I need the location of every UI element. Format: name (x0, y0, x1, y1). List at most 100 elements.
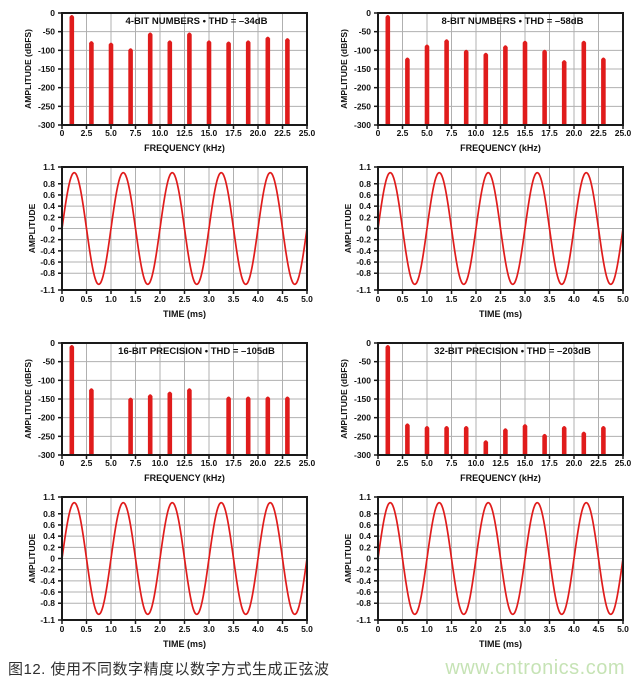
svg-text:-1.1: -1.1 (356, 285, 371, 295)
svg-text:12.5: 12.5 (492, 128, 509, 138)
svg-text:-0.6: -0.6 (356, 257, 371, 267)
chart-sine-16bit: 0 0.5 1.0 1.5 2.0 2.5 3.0 3.5 4.0 4.5 5.0 1.1 0.80.6… (27, 492, 313, 649)
svg-text:-0.2: -0.2 (356, 235, 371, 245)
svg-text:0: 0 (366, 224, 371, 234)
svg-text:0.5: 0.5 (81, 294, 93, 304)
svg-text:2.0: 2.0 (470, 294, 482, 304)
svg-text:3.5: 3.5 (544, 294, 556, 304)
chart-sine-8bit: 0 0.5 1.0 1.5 2.0 2.5 3.0 3.5 4.0 4.5 5.0 1.1 0.80.6… (343, 162, 629, 319)
svg-text:4.0: 4.0 (252, 624, 264, 634)
svg-text:0: 0 (60, 128, 65, 138)
svg-text:-150: -150 (354, 394, 371, 404)
svg-text:0.8: 0.8 (43, 509, 55, 519)
svg-text:3.0: 3.0 (203, 294, 215, 304)
svg-text:-50: -50 (359, 357, 372, 367)
svg-text:-1.1: -1.1 (40, 285, 55, 295)
svg-text:1.0: 1.0 (421, 294, 433, 304)
svg-text:-50: -50 (359, 27, 372, 37)
svg-text:4.5: 4.5 (593, 294, 605, 304)
svg-text:2.5: 2.5 (81, 128, 93, 138)
svg-text:1.1: 1.1 (43, 492, 55, 502)
svg-text:AMPLITUDE: AMPLITUDE (343, 533, 353, 583)
svg-text:5.0: 5.0 (105, 128, 117, 138)
footer: 图12. 使用不同数字精度以数字方式生成正弦波 www.cntronics.co… (0, 653, 631, 684)
svg-text:1.0: 1.0 (105, 624, 117, 634)
svg-text:-0.2: -0.2 (356, 565, 371, 575)
svg-text:0: 0 (376, 294, 381, 304)
svg-text:0.6: 0.6 (43, 520, 55, 530)
svg-text:7.5: 7.5 (130, 128, 142, 138)
svg-text:-0.6: -0.6 (40, 587, 55, 597)
svg-text:-300: -300 (38, 120, 55, 130)
svg-text:0.8: 0.8 (43, 179, 55, 189)
svg-text:-50: -50 (43, 357, 56, 367)
svg-text:-250: -250 (38, 101, 55, 111)
svg-text:-250: -250 (354, 431, 371, 441)
svg-text:-100: -100 (38, 45, 55, 55)
svg-text:AMPLITUDE (dBFS): AMPLITUDE (dBFS) (339, 29, 349, 109)
svg-text:0: 0 (366, 554, 371, 564)
svg-text:25.0: 25.0 (299, 458, 316, 468)
svg-text:0: 0 (376, 458, 381, 468)
svg-text:-0.4: -0.4 (356, 576, 371, 586)
svg-text:0: 0 (50, 554, 55, 564)
svg-text:-100: -100 (354, 375, 371, 385)
svg-text:0.4: 0.4 (359, 531, 371, 541)
svg-text:-0.4: -0.4 (40, 246, 55, 256)
svg-text:-200: -200 (354, 413, 371, 423)
svg-text:32-BIT PRECISION • THD = –203d: 32-BIT PRECISION • THD = –203dB (434, 346, 591, 357)
svg-text:FREQUENCY (kHz): FREQUENCY (kHz) (460, 143, 541, 153)
svg-text:3.0: 3.0 (519, 624, 531, 634)
svg-text:5.0: 5.0 (421, 458, 433, 468)
svg-text:AMPLITUDE (dBFS): AMPLITUDE (dBFS) (23, 359, 33, 439)
svg-text:-0.8: -0.8 (40, 268, 55, 278)
svg-text:1.1: 1.1 (43, 162, 55, 172)
svg-text:0: 0 (50, 8, 55, 18)
chart-sine-4bit: 0 0.5 1.0 1.5 2.0 2.5 3.0 3.5 4.0 4.5 5.0 1.1 0.80.6… (27, 162, 313, 319)
svg-text:5.0: 5.0 (301, 294, 313, 304)
svg-text:0.2: 0.2 (43, 542, 55, 552)
svg-text:22.5: 22.5 (274, 458, 291, 468)
svg-text:17.5: 17.5 (541, 458, 558, 468)
svg-text:12.5: 12.5 (176, 458, 193, 468)
svg-text:10.0: 10.0 (152, 458, 169, 468)
watermark-text: www.cntronics.com (445, 657, 625, 679)
svg-text:5.0: 5.0 (421, 128, 433, 138)
svg-text:1.1: 1.1 (359, 492, 371, 502)
svg-text:17.5: 17.5 (225, 128, 242, 138)
chart-spectrum-4bit: 0 2.5 5.0 7.5 10.0 12.5 15.0 17.5 20.0 22.5 25.00-… (23, 8, 316, 153)
svg-text:FREQUENCY (kHz): FREQUENCY (kHz) (144, 473, 225, 483)
svg-text:2.5: 2.5 (397, 128, 409, 138)
svg-text:0: 0 (366, 338, 371, 348)
svg-text:-300: -300 (354, 120, 371, 130)
svg-text:0.8: 0.8 (359, 179, 371, 189)
svg-text:-0.6: -0.6 (40, 257, 55, 267)
svg-text:-0.8: -0.8 (356, 268, 371, 278)
svg-text:-200: -200 (38, 83, 55, 93)
svg-text:-300: -300 (38, 450, 55, 460)
svg-text:-1.1: -1.1 (40, 615, 55, 625)
svg-text:7.5: 7.5 (130, 458, 142, 468)
svg-text:12.5: 12.5 (492, 458, 509, 468)
svg-text:4.5: 4.5 (277, 294, 289, 304)
svg-text:0: 0 (60, 458, 65, 468)
svg-text:TIME (ms): TIME (ms) (163, 639, 206, 649)
svg-text:-0.2: -0.2 (40, 565, 55, 575)
svg-text:10.0: 10.0 (152, 128, 169, 138)
svg-text:TIME (ms): TIME (ms) (479, 309, 522, 319)
svg-text:20.0: 20.0 (250, 458, 267, 468)
chart-sine-32bit: 0 0.5 1.0 1.5 2.0 2.5 3.0 3.5 4.0 4.5 5.0 1.1 0.80.6… (343, 492, 629, 649)
svg-text:AMPLITUDE: AMPLITUDE (27, 533, 37, 583)
svg-text:-150: -150 (354, 64, 371, 74)
figure-caption: 图12. 使用不同数字精度以数字方式生成正弦波 (8, 661, 330, 678)
svg-text:0.5: 0.5 (397, 624, 409, 634)
svg-text:0.5: 0.5 (81, 624, 93, 634)
svg-text:3.5: 3.5 (228, 624, 240, 634)
svg-text:-250: -250 (38, 431, 55, 441)
svg-text:15.0: 15.0 (201, 458, 218, 468)
svg-text:4.5: 4.5 (593, 624, 605, 634)
svg-text:5.0: 5.0 (105, 458, 117, 468)
svg-text:0: 0 (376, 128, 381, 138)
svg-text:-100: -100 (38, 375, 55, 385)
